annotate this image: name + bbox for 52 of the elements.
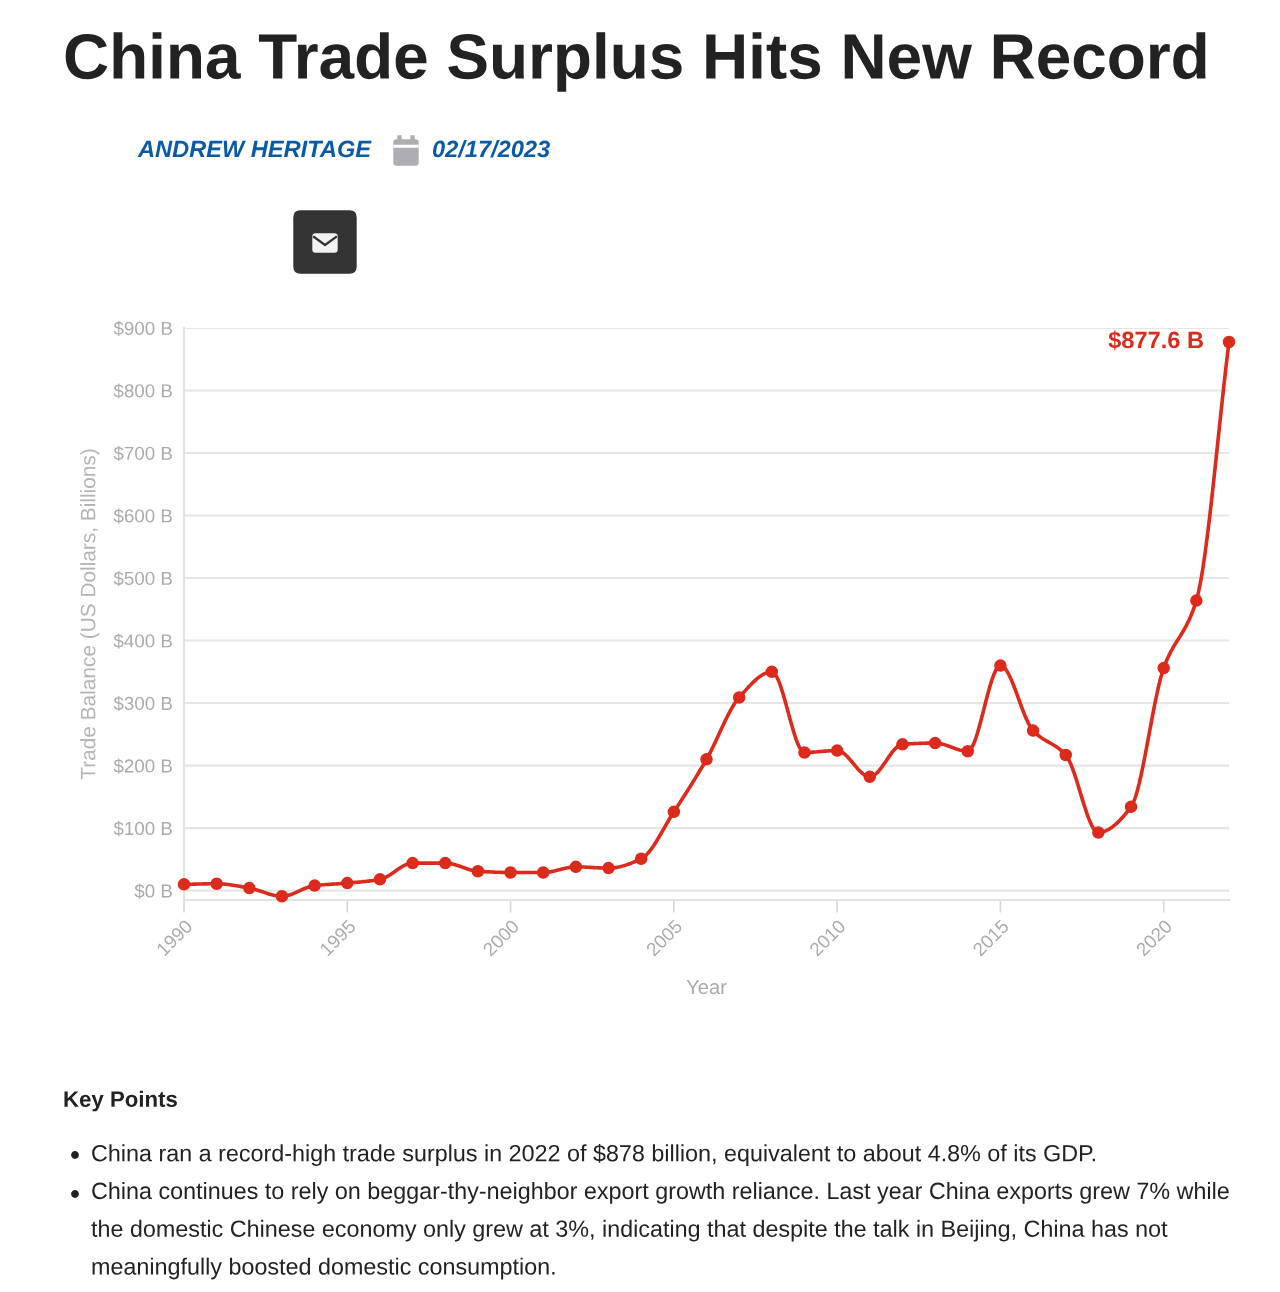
point [863, 770, 877, 784]
y-tick-label: $200 B [113, 758, 172, 774]
point [210, 877, 223, 890]
point [961, 744, 975, 758]
point [1124, 800, 1138, 814]
y-tick-label: $600 B [113, 508, 172, 524]
y-tick-label: $800 B [113, 383, 172, 399]
point [667, 805, 681, 819]
y-tick-label: $0 B [134, 883, 172, 899]
point [341, 876, 354, 890]
chart-title: China Trade Surplus Hits New Record [65, 32, 1206, 92]
point [602, 861, 615, 875]
text: China continues to rely on beggar-thy-neighbor export growth reliance. Last year China exports grew 7% while the domestic Chinese economy only grew at 3%, indicating that despite the talk in Beijing, China has not meaningfully boosted domestic consumption. [91, 1182, 1229, 1280]
text: China ran a record-high trade surplus in 2022 of $878 billion, equivalent to about 4.8% of its GDP. [92, 1143, 1095, 1167]
point [373, 873, 387, 886]
point [243, 881, 256, 895]
point [406, 856, 419, 870]
point [1059, 748, 1072, 762]
text: 02/17/2023 [432, 140, 550, 158]
point [1157, 661, 1170, 675]
point [1222, 335, 1236, 349]
point [569, 860, 583, 874]
point [732, 691, 746, 704]
point [1190, 594, 1203, 607]
point [928, 736, 942, 750]
y-tick-label: $300 B [113, 696, 172, 712]
y-tick-label: $500 B [113, 570, 172, 587]
point [1026, 724, 1040, 737]
text: ANDREW HERITAGE [137, 140, 372, 158]
point [275, 889, 289, 903]
point [994, 659, 1007, 672]
y-tick-label: $100 B [113, 821, 172, 837]
y-tick-label: $700 B [113, 445, 172, 462]
point [700, 753, 713, 766]
point [830, 744, 844, 757]
point [634, 852, 648, 865]
y-tick-label: $400 B [113, 633, 172, 649]
y-tick-label: $900 B [113, 320, 172, 337]
point [471, 864, 485, 878]
point [798, 746, 811, 759]
point [1092, 826, 1105, 839]
y-axis-title: Trade Balance (US Dollars, Billions) [80, 449, 100, 780]
point [536, 866, 550, 879]
point [504, 866, 517, 879]
data-label: $877.6 B [1108, 330, 1203, 350]
point [765, 665, 779, 679]
point [308, 879, 321, 892]
point [177, 878, 191, 891]
point [896, 738, 909, 751]
point [438, 856, 452, 870]
x-axis-title: Year [686, 980, 727, 995]
text: Key Points [64, 1090, 177, 1112]
